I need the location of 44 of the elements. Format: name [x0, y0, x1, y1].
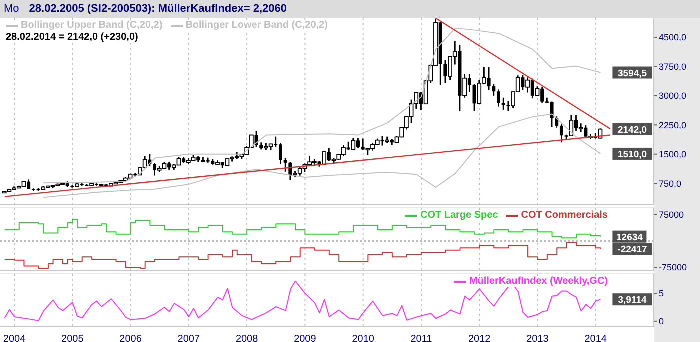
x-tick-label: 2010	[352, 334, 375, 342]
annotation: 1510,0	[618, 149, 648, 160]
x-tick-label: 2004	[3, 334, 26, 342]
y-tick-label: 3000,0	[659, 91, 687, 102]
y-tick-label: 3750,0	[659, 62, 687, 72]
x-tick-label: 2012	[468, 334, 492, 342]
candlestick	[569, 114, 574, 138]
legend-label: MüllerKaufIndex (Weekly,GC)	[469, 276, 608, 287]
x-tick-label: 2013	[526, 334, 550, 342]
x-tick-label: 2007	[178, 334, 200, 342]
annotation: 3594,5	[618, 68, 648, 80]
chart-title: 28.02.2005 (SI2-200503): MüllerKaufIndex= 2,2060	[29, 3, 288, 15]
y-tick-label: 750,0	[659, 178, 682, 189]
annotation: -22417	[618, 244, 648, 256]
y-tick-label: 5	[659, 288, 664, 299]
candlestick	[555, 116, 559, 129]
y-tick-label: 2250,0	[659, 120, 687, 130]
y-tick-label: -75000	[659, 262, 688, 273]
x-tick-label: 2014	[584, 334, 608, 342]
y-tick-label: 4500,0	[659, 32, 687, 43]
y-tick-label: 1500,0	[659, 150, 687, 160]
x-tick-label: 2011	[410, 334, 433, 342]
annotation: 3,9114	[618, 295, 648, 306]
candlestick	[351, 137, 356, 152]
candlestick	[496, 88, 500, 108]
y-tick-label: 75000	[659, 210, 684, 220]
candlestick	[284, 158, 288, 173]
x-tick-label: 2005	[62, 334, 84, 342]
x-tick-label: 2008	[236, 334, 259, 342]
legend-label: Bollinger Lower Band (C,20,2)	[186, 20, 328, 31]
legend-label: COT Commercials	[521, 210, 608, 221]
candlestick	[502, 97, 506, 111]
x-tick-label: 2006	[120, 334, 142, 342]
annotation: 28.02.2014 = 2142,0 (+230,0)	[6, 32, 138, 43]
candlestick	[560, 123, 564, 144]
candlestick	[414, 91, 419, 110]
x-tick-label: 2009	[294, 334, 317, 342]
legend-label: Bollinger Upper Band (C,20,2)	[21, 20, 163, 31]
legend-label: COT Large Spec	[420, 210, 498, 221]
annotation: 2142,0	[618, 124, 648, 136]
candlestick	[492, 84, 496, 97]
annotation: 12634	[616, 232, 644, 244]
chart-subtitle: Mo	[4, 3, 20, 15]
y-tick-label: 0	[659, 316, 664, 327]
